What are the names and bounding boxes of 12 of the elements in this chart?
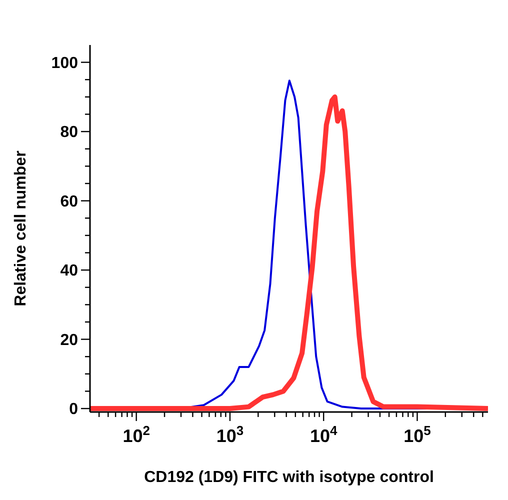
y-tick-label: 60 — [60, 193, 78, 210]
y-tick-label: 80 — [60, 124, 78, 142]
x-tick-label: 10$^{3}$ — [216, 422, 244, 446]
x-tick-label: 10$^{2}$ — [122, 422, 150, 446]
x-axis-title: CD192 (1D9) FITC with isotype control — [144, 469, 434, 486]
x-tick-label: 10$^{5}$ — [404, 422, 431, 446]
y-tick-label: 100 — [51, 54, 78, 72]
x-tick-label: 10$^{4}$ — [310, 422, 338, 446]
y-tick-label: 40 — [60, 262, 78, 280]
y-tick-label: 0 — [69, 401, 78, 418]
y-tick-label: 20 — [60, 332, 78, 349]
y-axis-title: Relative cell number — [12, 150, 30, 306]
